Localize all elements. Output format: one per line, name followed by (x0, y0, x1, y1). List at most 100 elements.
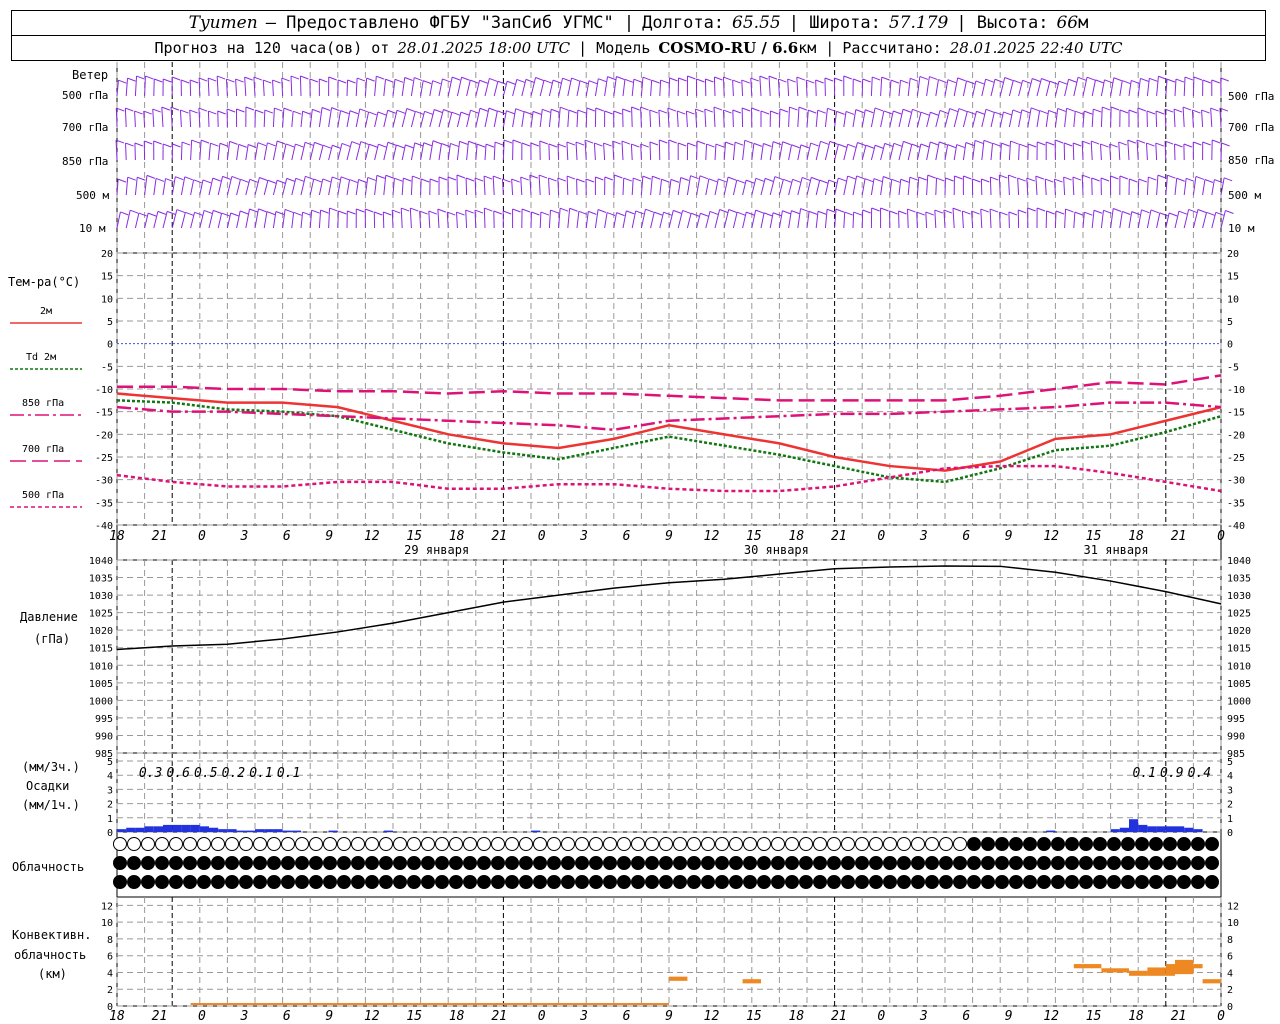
wind-barb-flag (686, 110, 695, 115)
cloud-cover-symbol (1093, 837, 1107, 851)
wind-barb-flag (958, 108, 968, 113)
legend-850: 850 гПа (22, 398, 65, 409)
wind-barb-flag (607, 76, 616, 81)
wind-barb-flag (184, 176, 193, 181)
wind-barb (1064, 209, 1067, 229)
wind-barb (134, 212, 140, 229)
wind-barb (696, 175, 701, 196)
wind-barb (125, 210, 131, 229)
wind-barb (199, 210, 205, 229)
wind-barb-flag (796, 76, 806, 81)
wind-barb-flag (229, 140, 238, 145)
wind-barb (420, 179, 422, 196)
wind-barb-flag (853, 211, 862, 216)
wind-barb (732, 142, 736, 161)
wind-barb (475, 144, 478, 161)
wind-barb (981, 140, 985, 161)
cloud-cover-symbol (1051, 856, 1065, 870)
wind-barb-flag (845, 110, 855, 115)
wind-barb-flag (990, 176, 999, 181)
wind-barb (796, 77, 799, 97)
wind-barb-flag (791, 144, 800, 149)
hour-tick-label-bottom: 18 (789, 1009, 805, 1024)
precip-bar (199, 826, 209, 832)
precip-bar (227, 829, 237, 832)
wind-barb-flag (531, 211, 540, 216)
cloud-cover-symbol (239, 837, 253, 851)
convective-ytick: 2 (107, 985, 113, 996)
hour-tick-label: 3 (919, 529, 928, 544)
cloud-cover-symbol (1121, 875, 1135, 889)
hour-tick-label-bottom: 21 (831, 1009, 847, 1024)
precip-bar (1147, 826, 1157, 832)
wind-barb-flag (125, 142, 134, 147)
hour-tick-label: 0 (198, 529, 206, 544)
wind-barb-flag (598, 78, 607, 83)
wind-barb (419, 211, 422, 229)
wind-barb-flag (293, 211, 302, 216)
wind-barb-flag (750, 77, 759, 82)
wind-barb-flag (890, 79, 900, 84)
wind-barb-flag (755, 177, 765, 182)
cloud-cover-symbol (393, 837, 407, 851)
wind-barb (428, 211, 431, 229)
wind-barb-flag (231, 175, 241, 180)
cloud-cover-symbol (813, 856, 827, 870)
precip-ytick-right: 4 (1227, 771, 1233, 782)
cloud-cover-symbol (1121, 837, 1135, 851)
wind-barb (1146, 78, 1150, 97)
wind-barb (143, 111, 146, 128)
wind-barb-flag (176, 209, 186, 214)
wind-barb (272, 211, 277, 229)
wind-barb (116, 179, 119, 196)
temp-ytick: -30 (95, 476, 113, 487)
wind-barb-flag (800, 208, 809, 213)
wind-barb (1109, 144, 1112, 161)
wind-barb (815, 80, 817, 97)
wind-barb-flag (200, 139, 210, 144)
wind-barb (613, 76, 617, 97)
wind-barb-flag (1176, 177, 1185, 182)
wind-barb (1210, 108, 1213, 128)
wind-barb-flag (1021, 109, 1031, 114)
wind-barb-flag (474, 209, 484, 214)
wind-barb (134, 111, 136, 128)
cloud-cover-symbol (211, 837, 225, 851)
wind-barb-flag (148, 212, 157, 217)
wind-barb-flag (562, 77, 571, 82)
wind-barb (1053, 179, 1056, 196)
wind-barb-flag (249, 178, 258, 183)
wind-barb-flag (938, 79, 947, 84)
forecast-time: 28.01.2025 18:00 UTC (397, 39, 571, 57)
cloud-cover-symbol (967, 837, 981, 851)
wind-barb-flag (1081, 140, 1091, 145)
wind-barb (511, 179, 514, 196)
cloud-cover-symbol (253, 856, 267, 870)
wind-barb-flag (1149, 77, 1158, 82)
cloud-cover-symbol (127, 856, 141, 870)
wind-barb (852, 109, 857, 128)
wind-barb-flag (292, 110, 302, 115)
wind-barb-flag (566, 141, 576, 146)
hour-tick-label: 0 (538, 529, 546, 544)
wind-barb-flag (1174, 143, 1183, 148)
cloud-cover-symbol (211, 856, 225, 870)
wind-barb-flag (883, 176, 892, 180)
wind-barb-flag (606, 212, 616, 217)
wind-barb (750, 78, 753, 97)
wind-barb-flag (125, 107, 134, 112)
subtitle-bar: Прогноз на 120 часа(ов) от 28.01.2025 18… (11, 35, 1266, 61)
wind-barb-flag (1175, 78, 1185, 83)
wind-barb (603, 143, 606, 161)
wind-barb-flag (432, 80, 441, 85)
wind-barb-flag (460, 111, 470, 116)
wind-barb-flag (1102, 106, 1111, 111)
wind-barb (1128, 80, 1132, 97)
wind-barb (374, 111, 379, 128)
wind-barb-flag (1037, 141, 1046, 146)
wind-barb (594, 78, 599, 97)
cloud-cover-symbol (1121, 856, 1135, 870)
cloud-cover-symbol (1065, 837, 1079, 851)
cloud-cover-symbol (379, 875, 393, 889)
precip-bar (1184, 827, 1194, 832)
